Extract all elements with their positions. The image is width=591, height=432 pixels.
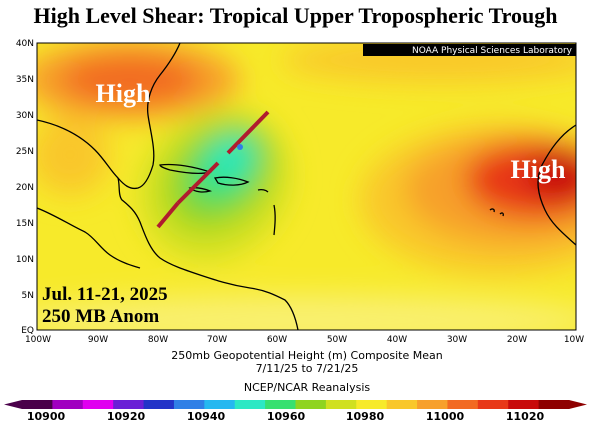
lat-label: 10N <box>16 255 34 265</box>
high-label-west: High <box>96 79 151 108</box>
colorbar-label: 10940 <box>187 410 226 423</box>
lat-label: 35N <box>16 75 34 85</box>
colorbar-swatch <box>295 400 327 409</box>
lat-label: 30N <box>16 111 34 121</box>
lat-label: 5N <box>22 291 34 301</box>
colorbar-swatch <box>204 400 236 409</box>
lon-label: 90W <box>88 335 108 345</box>
colorbar <box>4 400 587 409</box>
colorbar-swatch <box>508 400 540 409</box>
colorbar-label: 10980 <box>346 410 385 423</box>
height-field <box>37 43 576 330</box>
lon-label: 50W <box>327 335 347 345</box>
colorbar-swatch <box>538 400 570 409</box>
colorbar-swatch <box>52 400 84 409</box>
caption-line-1: 250mb Geopotential Height (m) Composite … <box>171 349 442 362</box>
overlay-level: 250 MB Anom <box>42 306 159 327</box>
lat-label: 25N <box>16 147 34 157</box>
colorbar-swatch <box>356 400 388 409</box>
lon-label: 70W <box>207 335 227 345</box>
lon-label: 40W <box>387 335 407 345</box>
colorbar-label: 10920 <box>107 410 146 423</box>
colorbar-label: 10900 <box>27 410 66 423</box>
overlay-dates: Jul. 11-21, 2025 <box>42 284 168 305</box>
colorbar-swatch <box>113 400 145 409</box>
colorbar-swatch <box>325 400 357 409</box>
colorbar-swatch <box>386 400 418 409</box>
map-frame <box>36 42 577 331</box>
colorbar-swatch <box>477 400 509 409</box>
lat-label: 20N <box>16 183 34 193</box>
colorbar-swatch <box>143 400 175 409</box>
colorbar-min-arrow <box>4 400 22 409</box>
chart-title: High Level Shear: Tropical Upper Troposp… <box>33 3 558 28</box>
colorbar-label: 10960 <box>267 410 306 423</box>
caption-line-2: 7/11/25 to 7/21/25 <box>256 362 359 375</box>
lon-axis: 100W 90W 80W 70W 60W 50W 40W 30W 20W 10W <box>25 335 584 345</box>
colorbar-swatch <box>234 400 266 409</box>
caption-line-3: NCEP/NCAR Reanalysis <box>244 381 370 394</box>
colorbar-label: 11020 <box>506 410 545 423</box>
high-label-east: High <box>511 155 566 184</box>
colorbar-swatch <box>447 400 479 409</box>
trough-axis-line <box>156 110 270 229</box>
colorbar-swatch <box>22 400 53 409</box>
colorbar-labels: 10900 10920 10940 10960 10980 11000 1102… <box>27 410 545 423</box>
lon-label: 20W <box>507 335 527 345</box>
colorbar-max-arrow <box>569 400 587 409</box>
lon-label: 100W <box>25 335 51 345</box>
lat-label: EQ <box>21 326 34 336</box>
source-badge: NOAA Physical Sciences Laboratory <box>412 46 573 56</box>
lat-axis: 40N 35N 30N 25N 20N 15N 10N 5N EQ <box>16 39 34 336</box>
lon-label: 30W <box>447 335 467 345</box>
colorbar-label: 11000 <box>426 410 465 423</box>
colorbar-swatch <box>265 400 296 409</box>
lat-label: 15N <box>16 219 34 229</box>
lon-label: 60W <box>267 335 287 345</box>
source-badge-bg <box>363 44 576 56</box>
colorbar-swatch <box>82 400 114 409</box>
lon-label: 10W <box>564 335 584 345</box>
colorbar-swatch <box>173 400 205 409</box>
coastlines <box>37 43 576 330</box>
lon-label: 80W <box>148 335 168 345</box>
colorbar-swatch <box>417 400 448 409</box>
lat-label: 40N <box>16 39 34 49</box>
